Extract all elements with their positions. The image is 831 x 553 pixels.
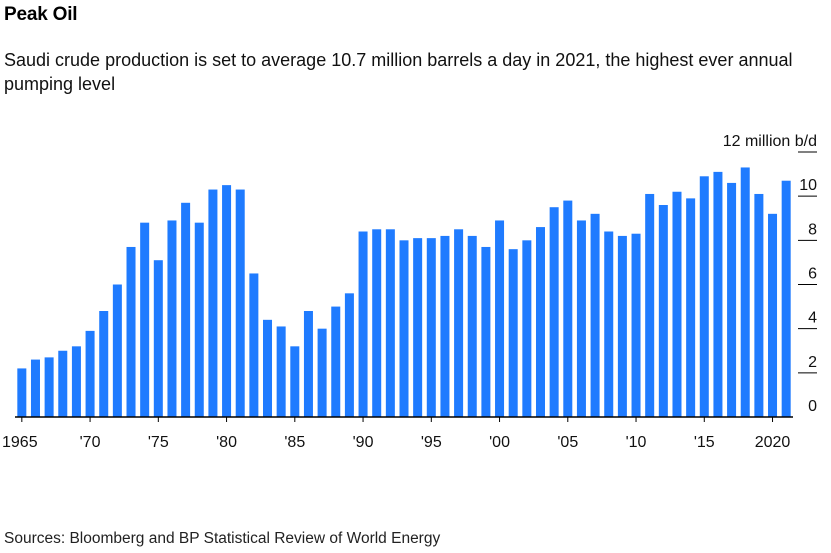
y-tick-label: 6 xyxy=(808,266,817,283)
y-tick-label: 2 xyxy=(808,354,817,371)
bar-2009 xyxy=(617,235,627,417)
bars-group xyxy=(17,167,791,418)
x-tick-label: '70 xyxy=(80,434,101,451)
bar-1974 xyxy=(140,222,150,417)
x-tick-label: 1965 xyxy=(2,434,38,451)
bar-1999 xyxy=(481,246,491,417)
bar-1976 xyxy=(167,220,177,417)
bar-1993 xyxy=(399,240,409,417)
x-tick-label: '90 xyxy=(353,434,374,451)
x-tick-label: '00 xyxy=(489,434,510,451)
bar-1970 xyxy=(85,330,95,418)
bar-2016 xyxy=(713,171,723,417)
bar-2007 xyxy=(590,213,600,417)
x-tick-label: '05 xyxy=(557,434,578,451)
y-tick-label: 10 xyxy=(799,177,817,194)
bar-2005 xyxy=(563,200,573,417)
bar-1995 xyxy=(426,238,436,417)
bar-1994 xyxy=(413,238,423,417)
chart-subtitle: Saudi crude production is set to average… xyxy=(4,50,793,94)
bar-2010 xyxy=(631,233,641,417)
source-note: Sources: Bloomberg and BP Statistical Re… xyxy=(4,530,441,547)
bar-1986 xyxy=(303,311,313,417)
bar-2003 xyxy=(535,227,545,417)
x-tick-label: '85 xyxy=(284,434,305,451)
bar-1996 xyxy=(440,235,450,417)
bar-1975 xyxy=(153,260,163,417)
bar-1982 xyxy=(249,273,259,417)
bar-1978 xyxy=(194,222,204,417)
bar-1985 xyxy=(290,346,300,417)
bar-2013 xyxy=(672,191,682,417)
bar-2004 xyxy=(549,207,559,417)
bar-1998 xyxy=(467,235,477,417)
bar-2017 xyxy=(727,182,737,417)
y-tick-label: 8 xyxy=(808,221,817,238)
bar-1966 xyxy=(30,359,40,417)
bar-1968 xyxy=(58,350,68,417)
bar-2002 xyxy=(522,240,532,417)
bar-1991 xyxy=(372,229,382,417)
bar-2000 xyxy=(495,220,505,417)
bar-2019 xyxy=(754,193,764,417)
x-tick-label: 2020 xyxy=(755,434,791,451)
bar-1981 xyxy=(235,189,245,417)
bar-1965 xyxy=(17,368,27,417)
bar-1971 xyxy=(99,311,109,417)
bar-1979 xyxy=(208,189,218,417)
bar-1992 xyxy=(385,229,395,417)
bar-2018 xyxy=(740,167,750,417)
bar-2006 xyxy=(576,220,586,417)
x-tick-label: '95 xyxy=(421,434,442,451)
bar-1983 xyxy=(263,319,273,417)
x-tick-label: '10 xyxy=(626,434,647,451)
bar-2011 xyxy=(645,193,655,417)
bar-1987 xyxy=(317,328,327,417)
bar-1990 xyxy=(358,231,368,417)
bar-1989 xyxy=(344,293,354,417)
bar-2021 xyxy=(781,180,791,417)
bar-2001 xyxy=(508,249,518,417)
bar-1969 xyxy=(71,346,81,417)
y-axis-ticks: 0 2 4 6 8 10 12 million b/d xyxy=(723,133,817,415)
bar-1988 xyxy=(331,306,341,417)
bar-1997 xyxy=(454,229,464,417)
x-tick-label: '15 xyxy=(694,434,715,451)
bar-2014 xyxy=(686,198,696,417)
y-unit-label: 12 million b/d xyxy=(723,133,817,150)
bar-1977 xyxy=(181,202,191,417)
bar-1980 xyxy=(222,185,232,418)
x-tick-label: '75 xyxy=(148,434,169,451)
bar-1972 xyxy=(112,284,122,417)
x-axis-ticks: 1965 '70 '75 '80 '85 '90 '95 '00 '05 '10 '15 2020 xyxy=(2,417,790,451)
bar-2008 xyxy=(604,231,614,417)
bar-1967 xyxy=(44,357,54,418)
bar-2020 xyxy=(768,213,778,417)
bar-2015 xyxy=(699,176,709,417)
bar-1973 xyxy=(126,246,136,417)
bar-2012 xyxy=(658,205,668,417)
y-tick-label: 0 xyxy=(808,398,817,415)
chart-title: Peak Oil xyxy=(4,4,78,25)
x-tick-label: '80 xyxy=(216,434,237,451)
y-tick-label: 4 xyxy=(808,310,817,327)
bar-1984 xyxy=(276,326,286,417)
